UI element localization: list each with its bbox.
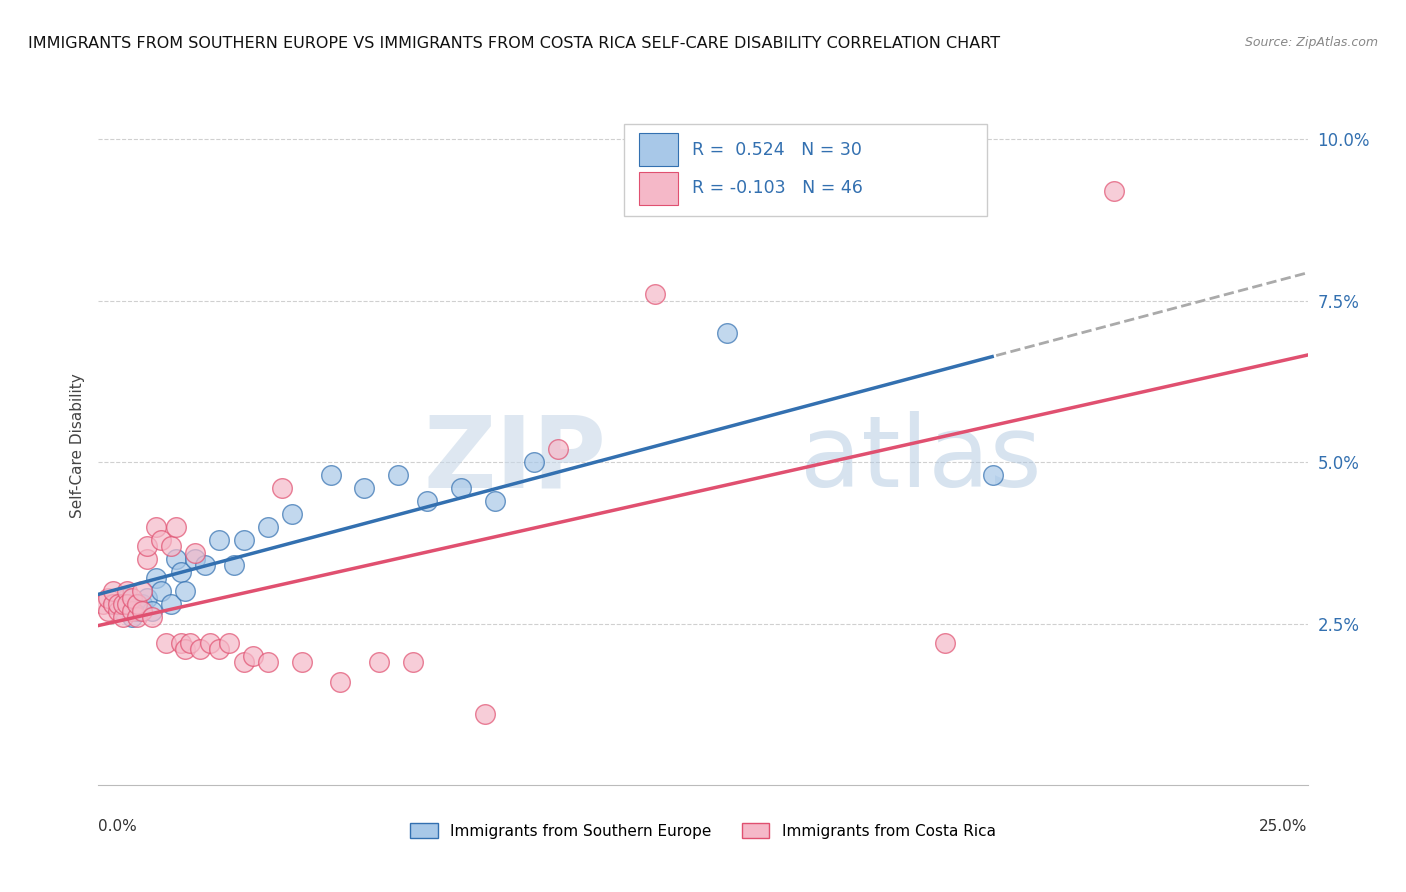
Point [127, 604, 149, 618]
Point [135, 591, 157, 605]
Point [117, 591, 139, 605]
Text: R =  0.524   N = 30: R = 0.524 N = 30 [692, 141, 862, 159]
Point [101, 584, 124, 599]
Point [716, 326, 738, 340]
Point [107, 597, 129, 611]
Point [141, 610, 163, 624]
Point [416, 494, 439, 508]
Point [135, 552, 157, 566]
Point [127, 610, 149, 624]
Point [107, 604, 129, 618]
Point [281, 507, 304, 521]
Text: R = -0.103   N = 46: R = -0.103 N = 46 [692, 179, 863, 197]
Text: atlas: atlas [800, 411, 1042, 508]
Point [329, 674, 352, 689]
Point [174, 584, 197, 599]
Point [934, 636, 956, 650]
Point [141, 604, 163, 618]
Point [1102, 184, 1125, 198]
Point [169, 565, 191, 579]
Point [97, 604, 120, 618]
Point [232, 533, 254, 547]
Point [194, 558, 217, 573]
Point [97, 591, 120, 605]
Point [101, 597, 124, 611]
Point [150, 584, 173, 599]
FancyBboxPatch shape [638, 134, 678, 166]
Point [290, 655, 312, 669]
Point [188, 642, 211, 657]
Point [169, 636, 191, 650]
Point [474, 706, 496, 721]
Point [121, 610, 143, 624]
Point [208, 642, 231, 657]
FancyBboxPatch shape [638, 172, 678, 204]
Point [91, 597, 114, 611]
Point [484, 494, 506, 508]
Point [111, 597, 134, 611]
Text: ZIP: ZIP [423, 411, 606, 508]
Text: 0.0%: 0.0% [98, 819, 138, 834]
Text: Source: ZipAtlas.com: Source: ZipAtlas.com [1244, 36, 1378, 49]
Point [218, 636, 240, 650]
Point [547, 442, 569, 457]
Point [117, 597, 139, 611]
Point [232, 655, 254, 669]
Point [256, 655, 278, 669]
Point [135, 539, 157, 553]
Point [111, 610, 134, 624]
Text: IMMIGRANTS FROM SOUTHERN EUROPE VS IMMIGRANTS FROM COSTA RICA SELF-CARE DISABILI: IMMIGRANTS FROM SOUTHERN EUROPE VS IMMIG… [28, 36, 1000, 51]
Point [131, 584, 153, 599]
Point [111, 604, 134, 618]
Point [184, 552, 207, 566]
Point [450, 481, 472, 495]
Point [150, 533, 173, 547]
Point [131, 597, 153, 611]
Point [121, 604, 143, 618]
Point [222, 558, 245, 573]
Point [160, 539, 183, 553]
Point [402, 655, 425, 669]
Point [174, 642, 197, 657]
Point [242, 648, 264, 663]
Point [101, 597, 124, 611]
Point [145, 571, 167, 585]
Text: 25.0%: 25.0% [1260, 819, 1308, 834]
Point [145, 519, 167, 533]
Point [127, 597, 149, 611]
Point [117, 584, 139, 599]
Point [165, 552, 187, 566]
Point [160, 597, 183, 611]
Point [644, 287, 666, 301]
Point [353, 481, 375, 495]
Point [165, 519, 187, 533]
Point [319, 468, 342, 483]
Legend: Immigrants from Southern Europe, Immigrants from Costa Rica: Immigrants from Southern Europe, Immigra… [404, 817, 1002, 845]
Point [256, 519, 278, 533]
Point [368, 655, 391, 669]
Point [981, 468, 1004, 483]
Point [198, 636, 221, 650]
Point [208, 533, 231, 547]
Point [387, 468, 409, 483]
Point [179, 636, 201, 650]
FancyBboxPatch shape [624, 124, 987, 216]
Point [155, 636, 177, 650]
Point [271, 481, 294, 495]
Point [121, 591, 143, 605]
Point [131, 604, 153, 618]
Point [523, 455, 546, 469]
Point [184, 545, 207, 559]
Y-axis label: Self-Care Disability: Self-Care Disability [69, 374, 84, 518]
